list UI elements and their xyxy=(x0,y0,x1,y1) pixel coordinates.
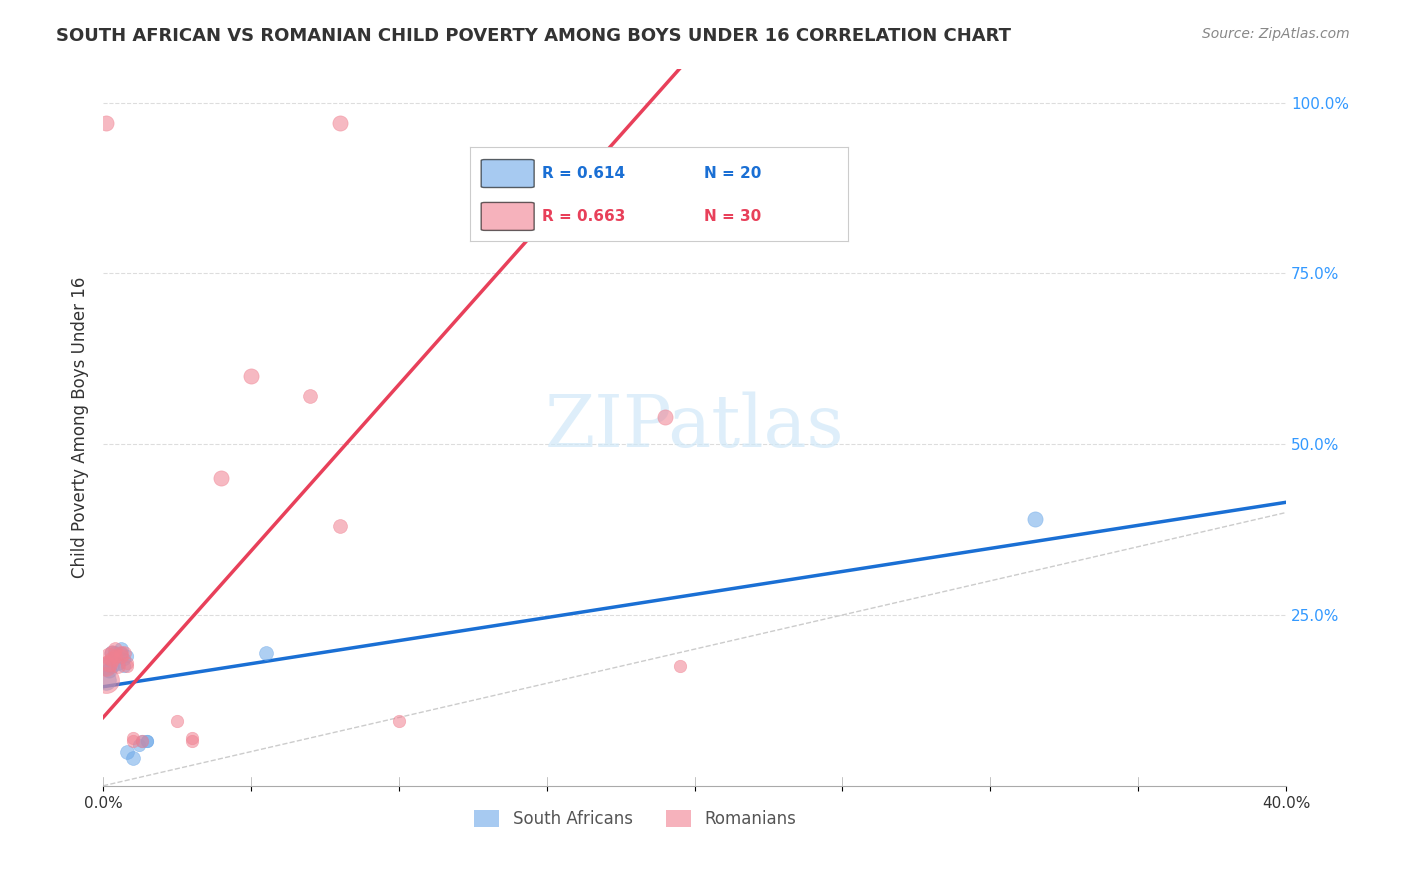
Text: Source: ZipAtlas.com: Source: ZipAtlas.com xyxy=(1202,27,1350,41)
Point xyxy=(101,659,124,673)
Point xyxy=(668,659,690,673)
Text: SOUTH AFRICAN VS ROMANIAN CHILD POVERTY AMONG BOYS UNDER 16 CORRELATION CHART: SOUTH AFRICAN VS ROMANIAN CHILD POVERTY … xyxy=(56,27,1011,45)
Point xyxy=(98,648,121,663)
Point xyxy=(110,646,132,660)
Point xyxy=(98,663,121,677)
Point xyxy=(131,734,153,748)
Point xyxy=(94,673,117,687)
Point xyxy=(128,738,150,752)
Point xyxy=(240,368,263,383)
Point xyxy=(329,519,352,533)
Point xyxy=(107,659,129,673)
Point xyxy=(121,751,143,765)
Point xyxy=(121,731,143,745)
Point xyxy=(254,646,277,660)
Point xyxy=(180,731,202,745)
Point xyxy=(121,734,143,748)
Point xyxy=(388,714,411,728)
Point xyxy=(115,745,138,759)
Point xyxy=(115,648,138,663)
Point xyxy=(94,659,117,673)
Point xyxy=(112,652,135,666)
Point xyxy=(136,734,159,748)
Point xyxy=(104,646,127,660)
Point xyxy=(115,659,138,673)
Point xyxy=(104,642,127,657)
Point xyxy=(112,659,135,673)
Point xyxy=(110,642,132,657)
Point xyxy=(136,734,159,748)
Point xyxy=(299,389,322,403)
Point xyxy=(101,646,124,660)
Point xyxy=(104,648,127,663)
Point xyxy=(654,409,676,424)
Point xyxy=(101,646,124,660)
Text: ZIPatlas: ZIPatlas xyxy=(544,392,845,462)
Point xyxy=(98,656,121,670)
Point xyxy=(506,219,529,233)
Point xyxy=(1024,512,1046,526)
Point xyxy=(94,116,117,130)
Point xyxy=(180,734,202,748)
Point xyxy=(110,646,132,660)
Y-axis label: Child Poverty Among Boys Under 16: Child Poverty Among Boys Under 16 xyxy=(72,277,89,578)
Point xyxy=(131,734,153,748)
Point xyxy=(209,471,232,485)
Point xyxy=(94,659,117,673)
Point xyxy=(101,652,124,666)
Point xyxy=(115,656,138,670)
Point xyxy=(107,656,129,670)
Legend: South Africans, Romanians: South Africans, Romanians xyxy=(468,804,803,835)
Point xyxy=(94,673,117,687)
Point xyxy=(110,648,132,663)
Point xyxy=(166,714,188,728)
Point xyxy=(329,116,352,130)
Point xyxy=(112,646,135,660)
